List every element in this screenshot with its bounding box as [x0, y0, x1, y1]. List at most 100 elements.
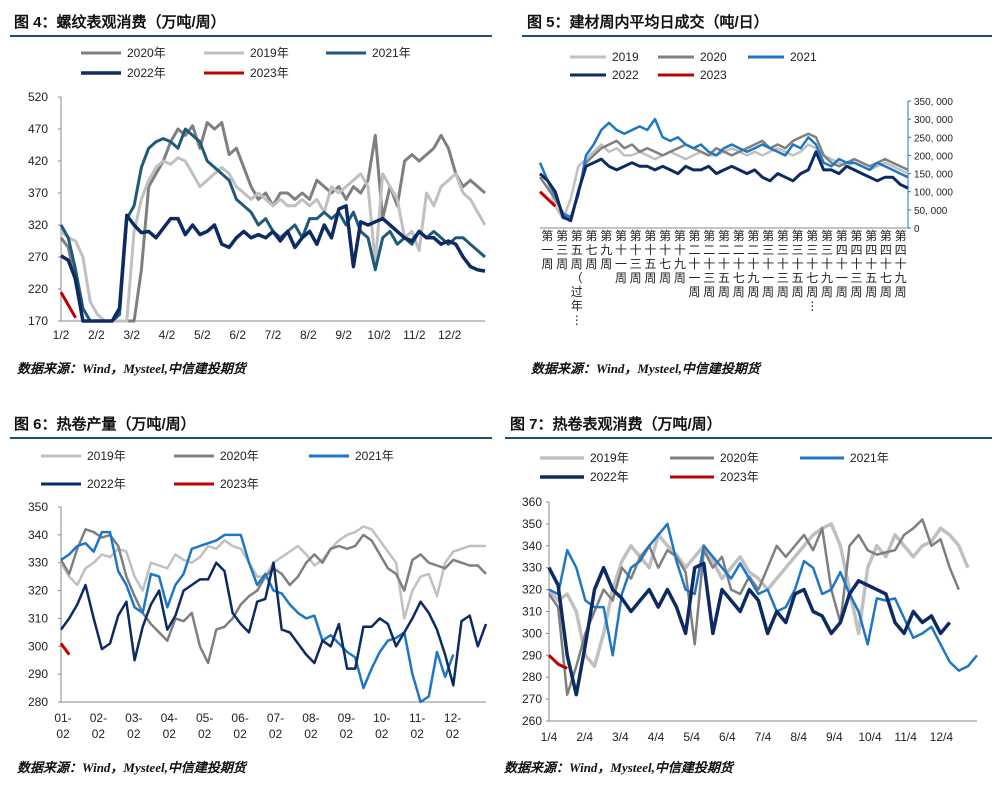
p5-x-tick-char: 十 [674, 243, 686, 257]
p7-y-tick-label: 350 [522, 517, 542, 531]
p5-x-tick-char: 第 [556, 229, 568, 243]
p4-legend-label: 2023年 [250, 66, 289, 80]
p6-x-tick-label-month: 09- [338, 711, 355, 725]
p4-series-line-2022年 [60, 204, 486, 323]
p5-x-tick-char: 十 [762, 257, 774, 271]
p7-legend-label: 2023年 [720, 470, 759, 484]
p5-x-tick-char: 三 [630, 257, 642, 271]
p6-x-tick-label-day: 02 [446, 727, 460, 741]
title-rule-fig7 [505, 437, 992, 439]
p6-legend-label: 2019年 [87, 449, 126, 463]
p6-x-tick-label-day: 02 [269, 727, 283, 741]
p5-x-tick-char: 一 [689, 271, 701, 285]
p5-x-tick-label: 第四十九周 [895, 229, 907, 299]
p6-x-tick-label-day: 02 [340, 727, 354, 741]
p7-y-tick-label: 260 [522, 714, 542, 728]
p5-x-tick-char: 三 [556, 243, 568, 257]
p5-y-tick-label: 0 [914, 224, 920, 235]
p7-y-tick-label: 340 [522, 539, 542, 553]
p4-x-tick-label: 12/2 [438, 328, 462, 342]
p5-x-tick-char: 第 [600, 229, 612, 243]
p6-x-tick-label-day: 02 [233, 727, 247, 741]
p5-x-tick-char: 周 [703, 285, 715, 299]
p5-x-tick-char: 第 [865, 229, 877, 243]
p7-x-tick-label: 10/4 [858, 730, 882, 744]
source-note-fig7: 数据来源：Wind，Mysteel,中信建投期货 [504, 760, 733, 775]
p5-x-tick-char: 第 [806, 229, 818, 243]
p5-x-tick-char: 周 [689, 285, 701, 299]
p5-x-tick-char: 三 [777, 243, 789, 257]
p5-x-tick-char: 第 [703, 229, 715, 243]
p7-series-line-2020年 [547, 518, 960, 696]
p6-x-tick-label-day: 02 [304, 727, 318, 741]
p7-x-tick-label: 6/4 [719, 730, 736, 744]
p5-legend-label: 2019 [612, 50, 639, 64]
p5-x-tick-char: 周 [644, 271, 656, 285]
p5-x-tick-char: 四 [865, 243, 877, 257]
p5-x-tick-char: 第 [674, 229, 686, 243]
p6-x-tick-label-month: 11- [409, 711, 425, 725]
p5-x-tick-char: 第 [850, 229, 862, 243]
p5-x-tick-char: 七 [880, 271, 892, 285]
p5-x-tick-label: 第三十一周 [762, 229, 774, 299]
p6-x-tick-label-day: 02 [56, 727, 70, 741]
p5-x-tick-char: 第 [630, 229, 642, 243]
p5-x-tick-char: 第 [644, 229, 656, 243]
p5-x-tick-char: 十 [865, 257, 877, 271]
p6-y-tick-label: 300 [28, 639, 48, 653]
p5-x-tick-char: 周 [880, 285, 892, 299]
p5-x-tick-char: 十 [718, 257, 730, 271]
p4-y-tick-label: 470 [28, 122, 48, 136]
p5-x-tick-label: 第四十三周 [850, 229, 862, 299]
p5-series-line-2022 [538, 150, 909, 223]
p5-x-tick-char: 五 [792, 271, 804, 285]
p5-x-tick-char: 年 [571, 299, 583, 313]
p5-x-tick-char: 二 [703, 243, 715, 257]
p5-x-tick-char: 九 [674, 257, 686, 271]
p7-x-tick-label: 11/4 [894, 730, 917, 744]
p5-x-tick-char: 七 [659, 257, 671, 271]
p5-x-tick-char: 十 [747, 257, 759, 271]
p5-x-tick-label: 第二十三周 [703, 229, 715, 299]
p5-x-tick-char: 十 [850, 257, 862, 271]
p4-x-tick-label: 5/2 [194, 328, 211, 342]
p5-x-tick-char: 四 [880, 243, 892, 257]
p5-y-tick-label: 250, 000 [914, 133, 953, 144]
p6-x-tick-label-month: 05- [196, 711, 213, 725]
p4-y-tick-label: 270 [28, 250, 48, 264]
p5-x-tick-char: 周 [541, 257, 553, 271]
p5-y-tick-label: 350, 000 [914, 97, 953, 108]
p5-x-tick-char: 周 [615, 271, 627, 285]
p5-x-tick-char: 第 [895, 229, 907, 243]
p5-x-tick-char: 周 [777, 285, 789, 299]
p5-x-tick-char: 二 [718, 243, 730, 257]
p5-x-tick-label: 第七周 [586, 229, 598, 271]
p4-legend-label: 2020年 [127, 46, 166, 60]
p6-x-tick-label-day: 02 [410, 727, 424, 741]
p5-x-tick-char: 第 [659, 229, 671, 243]
title-rule-fig4 [10, 35, 492, 37]
p6-y-tick-label: 290 [28, 667, 48, 681]
p7-y-tick-label: 320 [522, 583, 542, 597]
p5-x-tick-label: 第五周（过年⋮ [571, 229, 583, 327]
p7-x-tick-label: 5/4 [683, 730, 700, 744]
p5-x-tick-char: 周 [821, 285, 833, 299]
p5-x-tick-char: 周 [586, 257, 598, 271]
p5-x-tick-char: 周 [762, 285, 774, 299]
p6-x-tick-label-month: 04- [161, 711, 178, 725]
p6-x-tick-label-day: 02 [163, 727, 177, 741]
p5-x-tick-char: 十 [806, 257, 818, 271]
p6-x-tick-label-month: 03- [125, 711, 142, 725]
p4-y-tick-label: 320 [28, 218, 48, 232]
p5-x-tick-label: 第十五周 [644, 229, 656, 285]
p5-x-tick-char: 十 [703, 257, 715, 271]
p7-series-line-2019年 [547, 522, 970, 669]
p5-x-tick-char: 周 [747, 285, 759, 299]
p5-y-tick-label: 50, 000 [914, 206, 948, 217]
p5-x-tick-label: 第十三周 [630, 229, 642, 285]
p5-x-tick-label: 第四十五周 [865, 229, 877, 299]
chart-title-fig4: 图 4：螺纹表观消费（万吨/周） [14, 14, 226, 31]
p7-series-line-2021年 [548, 522, 978, 672]
p5-legend-label: 2021 [790, 50, 817, 64]
